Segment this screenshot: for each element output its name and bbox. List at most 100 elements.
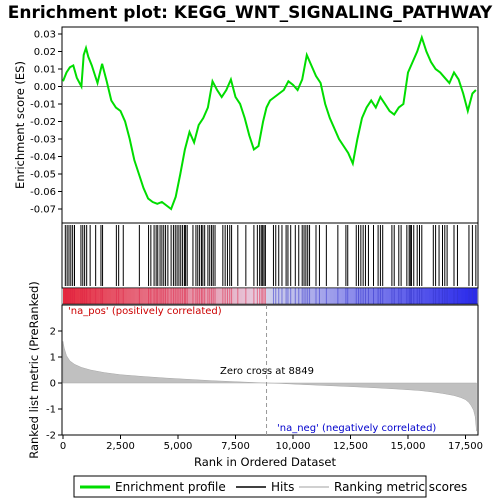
- color-bar-segment: [449, 288, 454, 304]
- ranked-tick-label: 0: [50, 379, 56, 390]
- x-tick-label: 5,000: [164, 441, 193, 452]
- color-bar-segment: [86, 288, 92, 304]
- legend-enrichment-label: Enrichment profile: [115, 480, 226, 494]
- color-bar-segment: [425, 288, 430, 304]
- ranked-tick-label: -2: [46, 431, 56, 442]
- color-bar-segment: [254, 288, 259, 304]
- x-tick-label: 2,500: [106, 441, 135, 452]
- color-bar-segment: [138, 288, 144, 304]
- color-bar-segment: [421, 288, 426, 304]
- hit-markers: [64, 225, 477, 286]
- legend-metric-label: Ranking metric scores: [334, 480, 467, 494]
- es-axis-ticks: 0.03 0.02 0.01 0.00 -0.01 -0.02 -0.03 -0.04 -0.0…: [30, 30, 62, 216]
- color-bar-segment: [234, 288, 239, 304]
- es-tick-label: -0.01: [30, 100, 56, 111]
- color-bar-segment: [397, 288, 402, 304]
- x-tick-label: 12,500: [333, 441, 368, 452]
- color-bar-segment: [349, 288, 354, 304]
- ranking-color-bar: [61, 287, 479, 305]
- color-bar-segment: [465, 288, 470, 304]
- color-bar-segment: [230, 288, 235, 304]
- es-tick-label: 0.03: [34, 30, 56, 41]
- color-bar-segment: [94, 288, 100, 304]
- color-bar-segment: [413, 288, 418, 304]
- color-bar-segment: [186, 288, 191, 304]
- color-bar-segment: [250, 288, 255, 304]
- color-bar-segment: [226, 288, 231, 304]
- color-bar-segment: [453, 288, 458, 304]
- color-bar-segment: [194, 288, 199, 304]
- color-bar-segment: [429, 288, 434, 304]
- color-bar-segment: [369, 288, 374, 304]
- es-tick-label: 0.01: [34, 65, 56, 76]
- es-tick-label: -0.07: [30, 205, 56, 216]
- es-tick-label: 0.00: [34, 82, 56, 93]
- color-bar-segment: [242, 288, 247, 304]
- es-tick-label: -0.03: [30, 135, 56, 146]
- color-bar-segment: [325, 288, 331, 304]
- color-bar-segment: [461, 288, 466, 304]
- color-bar-segment: [74, 288, 80, 304]
- color-bar-segment: [134, 288, 140, 304]
- color-bar-segment: [281, 288, 287, 304]
- color-bar-segment: [317, 288, 323, 304]
- x-tick-label: 7,500: [221, 441, 250, 452]
- positive-correlation-label: 'na_pos' (positively correlated): [68, 306, 222, 317]
- color-bar-segment: [218, 288, 223, 304]
- color-bar-segment: [321, 288, 327, 304]
- color-bar-segment: [258, 288, 263, 304]
- color-bar-segment: [341, 288, 347, 304]
- color-bar-segment: [381, 288, 386, 304]
- color-bar-segment: [246, 288, 251, 304]
- es-panel-frame: [61, 26, 479, 224]
- x-axis-label: Rank in Ordered Dataset: [194, 455, 337, 469]
- color-bar-frame: [61, 287, 479, 305]
- ranked-tick-label: -1: [46, 405, 56, 416]
- color-bar-segment: [114, 288, 120, 304]
- color-bar-segment: [266, 288, 271, 304]
- ranking-metric-area: [62, 341, 477, 432]
- es-tick-label: -0.06: [30, 187, 56, 198]
- color-bar-segment: [385, 288, 390, 304]
- ranked-tick-label: 2: [50, 327, 56, 338]
- color-bar-segment: [102, 288, 108, 304]
- negative-correlation-label: 'na_neg' (negatively correlated): [277, 423, 436, 434]
- x-axis-ticks: 0 2,500 5,000 7,500 10,000 12,500 15,000 17,500: [60, 435, 483, 452]
- color-bar-segment: [361, 288, 366, 304]
- color-bar-segment: [170, 288, 175, 304]
- color-bar-segment: [377, 288, 382, 304]
- color-bar-segment: [337, 288, 343, 304]
- color-bar-segment: [238, 288, 243, 304]
- x-tick-label: 0: [60, 441, 66, 452]
- color-bar-segment: [154, 288, 159, 304]
- color-bar-segment: [401, 288, 406, 304]
- x-tick-label: 17,500: [448, 441, 483, 452]
- chart-title: Enrichment plot: KEGG_WNT_SIGNALING_PATH…: [8, 3, 493, 23]
- enrichment-profile-line: [62, 34, 477, 211]
- color-bar-segment: [106, 288, 112, 304]
- x-tick-label: 10,000: [276, 441, 311, 452]
- x-tick-label: 15,000: [391, 441, 426, 452]
- color-bar-segment: [166, 288, 171, 304]
- color-bar-segment: [110, 288, 116, 304]
- es-tick-label: -0.02: [30, 117, 56, 128]
- color-bar-segment: [142, 288, 147, 304]
- color-bar-segment: [289, 288, 295, 304]
- color-bar-segment: [126, 288, 132, 304]
- color-bar-segment: [293, 288, 299, 304]
- color-bar-segment: [441, 288, 446, 304]
- es-tick-label: -0.05: [30, 170, 56, 181]
- color-bar-segment: [162, 288, 167, 304]
- ranked-axis-label: Ranked list metric (PreRanked): [27, 281, 41, 459]
- ranked-tick-label: 1: [50, 353, 56, 364]
- color-bar-segment: [118, 288, 124, 304]
- color-bar-segment: [122, 288, 128, 304]
- legend-hits-label: Hits: [271, 480, 294, 494]
- color-bar-segment: [206, 288, 211, 304]
- color-bar-segment: [405, 288, 410, 304]
- color-bar-segment: [393, 288, 398, 304]
- color-bar-segment: [297, 288, 303, 304]
- color-bar-segment: [469, 288, 474, 304]
- color-bar-segment: [90, 288, 96, 304]
